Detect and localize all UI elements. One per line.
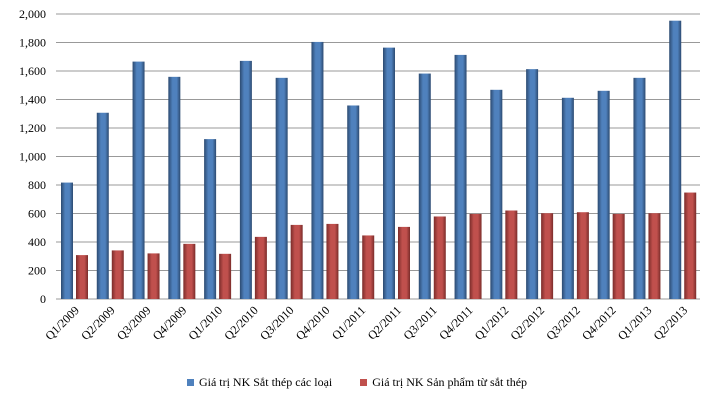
bar-steel-products	[290, 224, 303, 299]
x-tick-label: Q1/2012	[472, 303, 512, 343]
legend-swatch-steel	[186, 379, 194, 386]
legend: Giá trị NK Sắt thép các loại Giá trị NK …	[0, 375, 714, 390]
bar-steel-products	[576, 212, 589, 299]
bar-steel	[347, 105, 360, 299]
y-tick-label: 1,000	[19, 150, 46, 164]
y-tick-label: 400	[28, 235, 46, 249]
y-tick-label: 1,400	[19, 93, 46, 107]
x-tick-label: Q4/2012	[579, 303, 619, 343]
bar-steel-products	[219, 253, 232, 299]
bar-steel	[311, 41, 324, 300]
bar-steel	[561, 97, 574, 299]
y-tick-label: 1,600	[19, 64, 46, 78]
y-tick-label: 600	[28, 207, 46, 221]
bar-steel	[490, 89, 503, 299]
bar-steel	[96, 112, 109, 299]
x-tick-label: Q1/2011	[329, 303, 368, 342]
bar-steel-products	[398, 226, 410, 299]
bar-steel	[633, 77, 646, 299]
bar-steel-products	[648, 213, 661, 299]
x-tick-label: Q3/2012	[543, 303, 583, 343]
bar-steel-products	[254, 236, 267, 299]
bar-steel-products	[505, 210, 518, 299]
x-tick-label: Q4/2009	[150, 303, 190, 343]
bar-steel	[239, 60, 252, 299]
y-tick-label: 200	[28, 264, 46, 278]
bar-chart: 0 200 400 600 800 1,000 1,200 1,400 1,600 1,800 2,…	[19, 7, 700, 343]
bar-steel-products	[541, 213, 554, 299]
legend-label-steel-products: Giá trị NK Sản phẩm từ sắt thép	[372, 375, 528, 389]
bar-steel-products	[612, 213, 625, 299]
x-tick-label: Q2/2013	[651, 303, 691, 343]
y-tick-label: 2,000	[19, 7, 46, 21]
bar-steel-products	[362, 235, 375, 299]
x-tick-label: Q1/2010	[186, 303, 226, 343]
x-tick-label: Q2/2012	[508, 303, 548, 343]
y-tick-label: 0	[40, 292, 46, 306]
x-tick-label: Q4/2011	[436, 303, 475, 342]
x-tick-label: Q3/2009	[114, 303, 154, 343]
x-tick-label: Q3/2010	[257, 303, 297, 343]
bar-steel	[526, 69, 539, 300]
bar-steel	[204, 139, 217, 299]
bar-steel-products	[433, 216, 446, 299]
bar-steel	[669, 20, 682, 299]
y-tick-label: 800	[28, 178, 46, 192]
x-tick-label: Q1/2009	[42, 303, 82, 343]
bar-steel-products	[111, 250, 124, 299]
bar-steel-products	[76, 255, 88, 299]
bar-steel-products	[469, 213, 482, 299]
legend-label-steel: Giá trị NK Sắt thép các loại	[198, 375, 333, 389]
x-tick-label: Q4/2010	[293, 303, 333, 343]
bar-steel	[418, 73, 431, 299]
x-tick-label: Q2/2010	[221, 303, 261, 343]
x-tick-label: Q3/2011	[400, 303, 439, 342]
bar-steel	[275, 77, 288, 299]
bar-steel	[383, 47, 395, 299]
x-tick-label: Q1/2013	[615, 303, 655, 343]
y-tick-label: 1,200	[19, 121, 46, 135]
bar-steel	[61, 182, 73, 299]
bar-steel-products	[684, 192, 697, 299]
bar-steel	[132, 61, 145, 299]
bar-steel-products	[147, 253, 160, 299]
x-tick-label: Q2/2009	[78, 303, 118, 343]
legend-item-steel-products: Giá trị NK Sản phẩm từ sắt thép	[360, 375, 527, 390]
legend-swatch-steel-products	[360, 379, 368, 386]
bar-steel	[597, 90, 610, 300]
bar-steel-products	[326, 223, 339, 299]
bar-steel	[168, 76, 181, 299]
bar-steel	[454, 54, 467, 300]
x-tick-label: Q2/2011	[365, 303, 404, 342]
legend-item-steel: Giá trị NK Sắt thép các loại	[186, 375, 333, 390]
y-tick-label: 1,800	[19, 36, 46, 50]
bar-steel-products	[183, 243, 196, 299]
